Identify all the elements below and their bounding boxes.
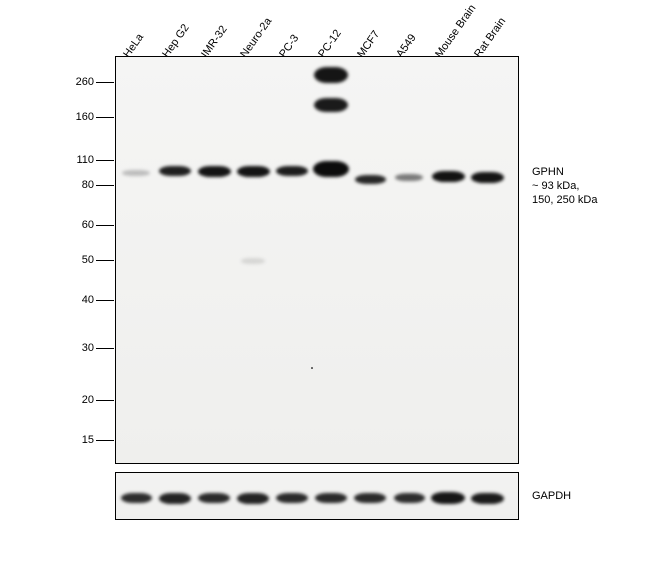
mw-tick-label: 50 [34,254,96,266]
gapdh-band [471,493,504,504]
lane-label: Hep G2 [160,22,192,60]
mw-tick: 260 [34,76,114,88]
lane-label: IMR-32 [199,24,230,60]
band [241,258,265,264]
gapdh-band [159,493,191,504]
mw-tick-label: 60 [34,219,96,231]
mw-tick-dash [96,440,114,441]
mw-tick-dash [96,185,114,186]
mw-tick-dash [96,225,114,226]
gapdh-band [198,493,230,503]
mw-tick-label: 20 [34,394,96,406]
lane-label: Mouse Brain [433,3,478,60]
gapdh-band [394,493,425,503]
mw-tick-dash [96,300,114,301]
mw-tick-label: 40 [34,294,96,306]
gphn-name: GPHN [532,166,597,180]
gphn-mw-2: 150, 250 kDa [532,194,597,208]
band [159,166,191,176]
band [432,171,465,182]
mw-tick: 30 [34,342,114,354]
band [314,67,348,83]
gapdh-blot [115,472,519,520]
gapdh-band [276,493,308,503]
band [122,170,150,176]
mw-tick-dash [96,160,114,161]
mw-tick: 110 [34,154,114,166]
mw-tick: 160 [34,111,114,123]
lane-label: Neuro-2a [238,16,274,60]
band [198,166,231,177]
band [471,172,504,183]
mw-tick-label: 110 [34,154,96,166]
band [276,166,308,176]
gphn-mw-1: ~ 93 kDa, [532,180,597,194]
band [314,98,348,112]
lane-label: Rat Brain [472,16,508,60]
gapdh-band [431,492,465,504]
mw-tick: 80 [34,179,114,191]
mw-tick: 15 [34,434,114,446]
band [395,174,423,181]
mw-tick: 60 [34,219,114,231]
mw-tick-dash [96,400,114,401]
mw-tick-label: 30 [34,342,96,354]
artifact-dot [311,367,313,369]
mw-tick-label: 260 [34,76,96,88]
mw-tick: 20 [34,394,114,406]
gapdh-band [121,493,152,503]
gapdh-band [315,493,347,503]
target-label-gphn: GPHN ~ 93 kDa, 150, 250 kDa [532,166,597,207]
band [313,161,349,177]
mw-tick-dash [96,260,114,261]
band [355,175,386,184]
mw-tick-dash [96,348,114,349]
gapdh-band [237,493,269,504]
mw-tick-label: 15 [34,434,96,446]
band [237,166,270,177]
mw-tick-dash [96,117,114,118]
main-blot [115,56,519,464]
target-label-gapdh: GAPDH [532,490,571,504]
mw-tick: 40 [34,294,114,306]
figure-container: 26016011080605040302015 HeLaHep G2IMR-32… [0,0,650,564]
mw-tick-label: 160 [34,111,96,123]
mw-tick-label: 80 [34,179,96,191]
mw-tick: 50 [34,254,114,266]
gapdh-band [354,493,386,503]
mw-tick-dash [96,82,114,83]
